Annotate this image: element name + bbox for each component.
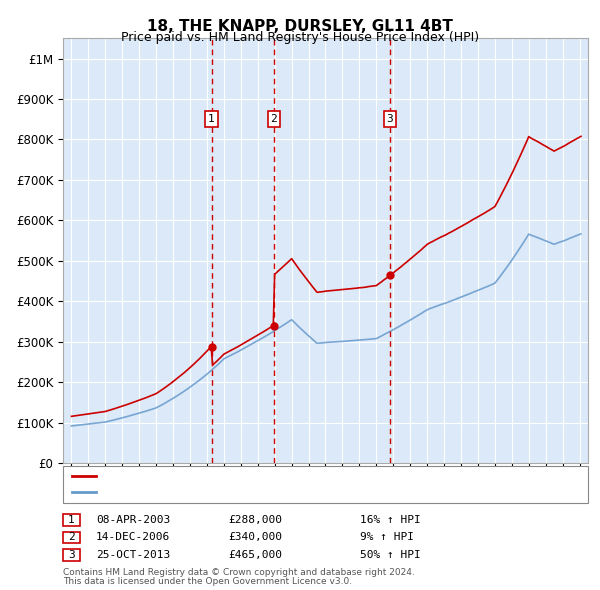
Text: 1: 1 [68,515,75,525]
Text: 2: 2 [271,114,277,124]
Text: Contains HM Land Registry data © Crown copyright and database right 2024.: Contains HM Land Registry data © Crown c… [63,568,415,577]
Text: 25-OCT-2013: 25-OCT-2013 [96,550,170,560]
Text: 2: 2 [68,533,75,542]
Text: 3: 3 [386,114,394,124]
Text: 50% ↑ HPI: 50% ↑ HPI [360,550,421,560]
Text: Price paid vs. HM Land Registry's House Price Index (HPI): Price paid vs. HM Land Registry's House … [121,31,479,44]
Text: 16% ↑ HPI: 16% ↑ HPI [360,515,421,525]
Text: £288,000: £288,000 [228,515,282,525]
Text: £340,000: £340,000 [228,533,282,542]
Text: 18, THE KNAPP, DURSLEY, GL11 4BT: 18, THE KNAPP, DURSLEY, GL11 4BT [147,19,453,34]
Text: 18, THE KNAPP, DURSLEY, GL11 4BT (detached house): 18, THE KNAPP, DURSLEY, GL11 4BT (detach… [99,471,383,481]
Text: 14-DEC-2006: 14-DEC-2006 [96,533,170,542]
Text: 08-APR-2003: 08-APR-2003 [96,515,170,525]
Text: £465,000: £465,000 [228,550,282,560]
Text: HPI: Average price, detached house, Stroud: HPI: Average price, detached house, Stro… [99,487,326,497]
Text: 9% ↑ HPI: 9% ↑ HPI [360,533,414,542]
Text: 1: 1 [208,114,215,124]
Text: 3: 3 [68,550,75,560]
Text: This data is licensed under the Open Government Licence v3.0.: This data is licensed under the Open Gov… [63,578,352,586]
